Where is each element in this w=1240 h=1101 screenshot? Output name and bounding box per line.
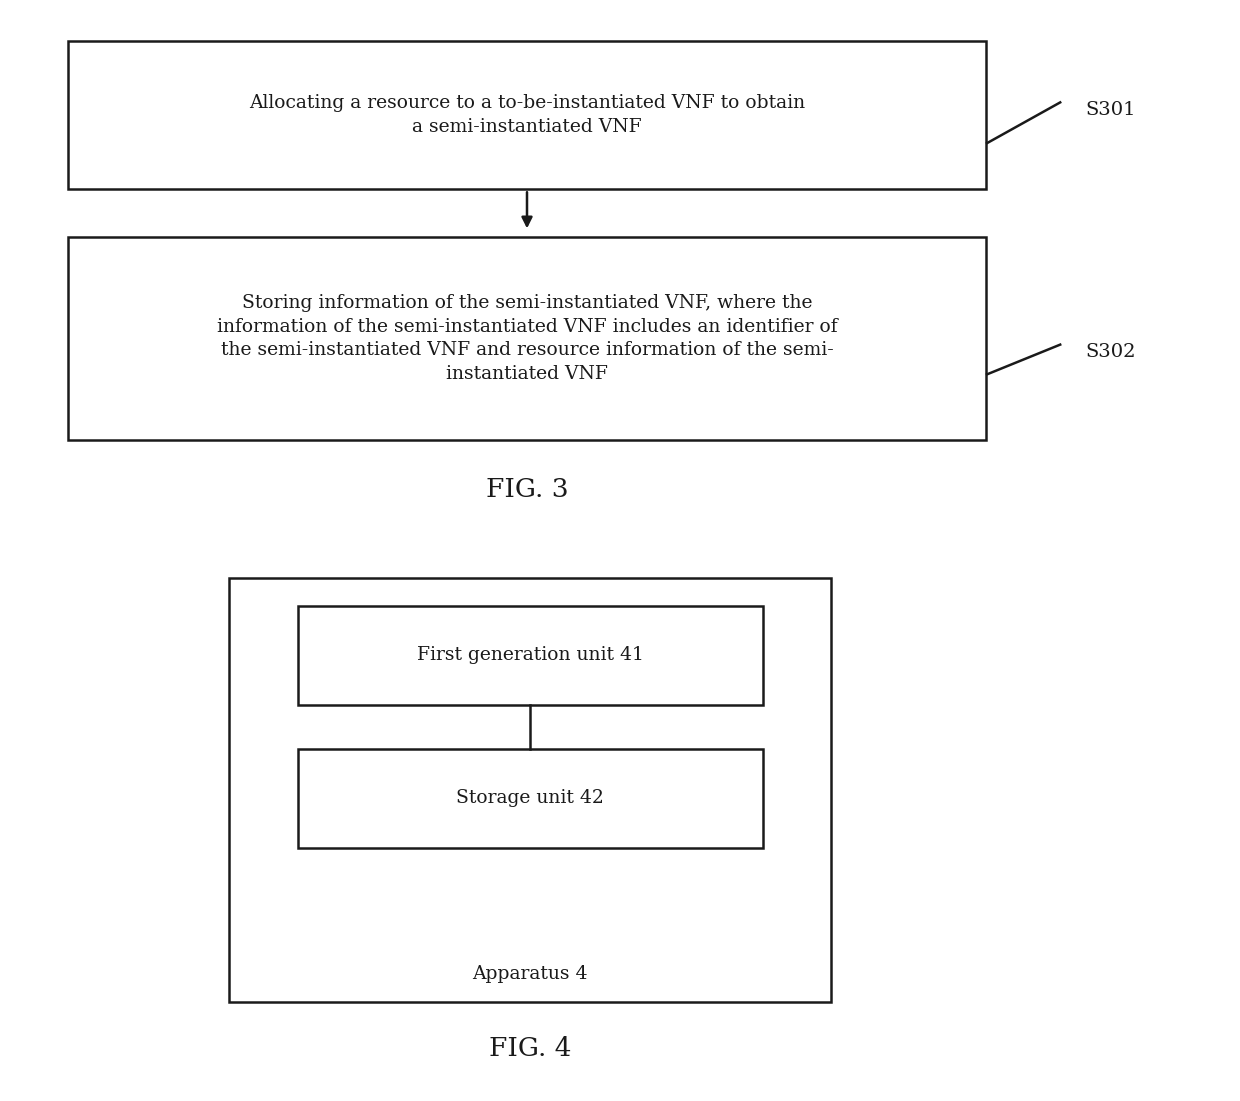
Bar (229, 578, 831, 1002)
Text: Allocating a resource to a to-be-instantiated VNF to obtain
a semi-instantiated : Allocating a resource to a to-be-instant… (249, 95, 805, 135)
Bar (68, 41, 986, 189)
Text: Apparatus 4: Apparatus 4 (472, 966, 588, 983)
Text: First generation unit 41: First generation unit 41 (417, 646, 644, 664)
Text: Storing information of the semi-instantiated VNF, where the
information of the s: Storing information of the semi-instanti… (217, 294, 837, 383)
Bar (298, 606, 763, 705)
Text: FIG. 3: FIG. 3 (486, 478, 568, 502)
Text: FIG. 4: FIG. 4 (489, 1036, 572, 1060)
Text: Storage unit 42: Storage unit 42 (456, 789, 604, 807)
Bar (298, 749, 763, 848)
Bar (68, 237, 986, 440)
Text: S301: S301 (1085, 101, 1136, 119)
Text: S302: S302 (1085, 344, 1136, 361)
